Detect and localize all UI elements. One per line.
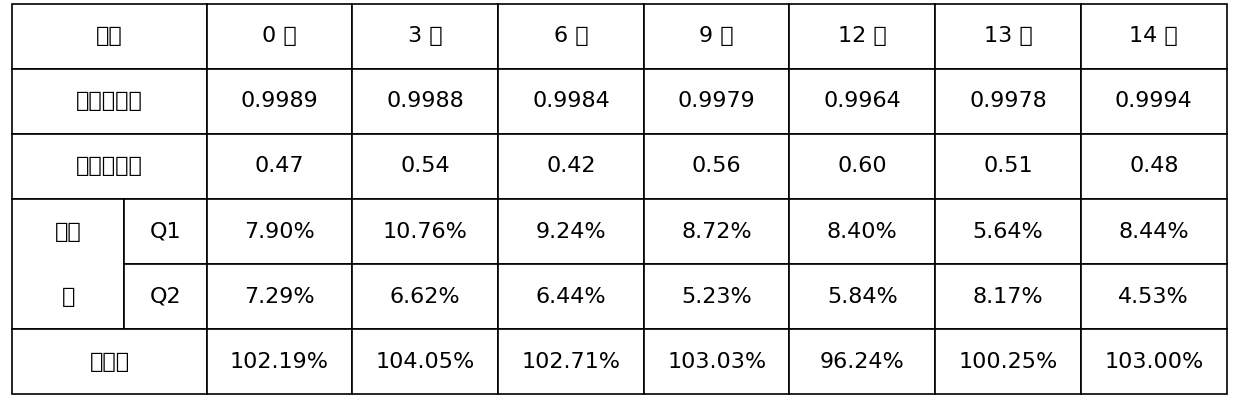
Text: 0.48: 0.48: [1129, 156, 1178, 176]
Text: 0.60: 0.60: [838, 156, 887, 176]
Text: 0.9978: 0.9978: [969, 92, 1047, 111]
Text: 0.42: 0.42: [546, 156, 596, 176]
Bar: [12, 69, 207, 134]
Bar: [935, 69, 1080, 134]
Bar: [789, 199, 935, 264]
Bar: [644, 134, 789, 199]
Text: 14 月: 14 月: [1130, 27, 1178, 47]
Text: 103.00%: 103.00%: [1104, 351, 1203, 371]
Bar: [498, 134, 644, 199]
Text: 5.23%: 5.23%: [681, 287, 752, 306]
Bar: [207, 199, 352, 264]
Text: 7.29%: 7.29%: [244, 287, 315, 306]
Bar: [207, 69, 352, 134]
Bar: [1080, 199, 1227, 264]
Bar: [644, 4, 789, 69]
Text: 准确度: 准确度: [89, 351, 130, 371]
Text: 104.05%: 104.05%: [375, 351, 475, 371]
Bar: [644, 329, 789, 394]
Text: Q1: Q1: [150, 222, 181, 242]
Text: 0.47: 0.47: [255, 156, 305, 176]
Bar: [644, 199, 789, 264]
Bar: [1080, 264, 1227, 329]
Bar: [498, 329, 644, 394]
Bar: [644, 69, 789, 134]
Text: 6 月: 6 月: [554, 27, 589, 47]
Bar: [12, 329, 207, 394]
Bar: [498, 264, 644, 329]
Text: 5.64%: 5.64%: [973, 222, 1043, 242]
Bar: [498, 199, 644, 264]
Text: 性: 性: [62, 287, 74, 306]
Text: 103.03%: 103.03%: [667, 351, 766, 371]
Bar: [644, 264, 789, 329]
Text: 0.9989: 0.9989: [240, 92, 318, 111]
Text: 6.44%: 6.44%: [535, 287, 606, 306]
Bar: [789, 329, 935, 394]
Text: 线性相关性: 线性相关性: [76, 92, 142, 111]
Text: 12 月: 12 月: [838, 27, 887, 47]
Text: 102.71%: 102.71%: [522, 351, 621, 371]
Text: 参数: 参数: [97, 27, 123, 47]
Bar: [1080, 4, 1227, 69]
Text: 6.62%: 6.62%: [390, 287, 461, 306]
Text: 9.24%: 9.24%: [535, 222, 606, 242]
Bar: [352, 69, 498, 134]
Text: Q2: Q2: [150, 287, 181, 306]
Text: 0 月: 0 月: [263, 27, 297, 47]
Bar: [352, 329, 498, 394]
Bar: [935, 4, 1080, 69]
Bar: [207, 4, 352, 69]
Text: 0.56: 0.56: [691, 156, 741, 176]
Bar: [12, 134, 207, 199]
Bar: [1080, 134, 1227, 199]
Bar: [352, 264, 498, 329]
Text: 0.51: 0.51: [984, 156, 1033, 176]
Text: 重复: 重复: [55, 222, 82, 242]
Text: 13 月: 13 月: [984, 27, 1032, 47]
Bar: [789, 264, 935, 329]
Bar: [935, 199, 1080, 264]
Text: 0.54: 0.54: [400, 156, 450, 176]
Text: 4.53%: 4.53%: [1119, 287, 1189, 306]
Bar: [498, 4, 644, 69]
Bar: [207, 329, 352, 394]
Text: 0.9994: 0.9994: [1115, 92, 1193, 111]
Bar: [935, 134, 1080, 199]
Bar: [124, 199, 207, 264]
Text: 5.84%: 5.84%: [826, 287, 898, 306]
Text: 3 月: 3 月: [408, 27, 442, 47]
Text: 102.19%: 102.19%: [230, 351, 330, 371]
Text: 8.17%: 8.17%: [973, 287, 1043, 306]
Bar: [12, 199, 124, 329]
Bar: [935, 329, 1080, 394]
Text: 最低检测限: 最低检测限: [76, 156, 142, 176]
Bar: [1080, 69, 1227, 134]
Bar: [352, 134, 498, 199]
Bar: [1080, 329, 1227, 394]
Text: 7.90%: 7.90%: [244, 222, 315, 242]
Text: 0.9984: 0.9984: [532, 92, 610, 111]
Bar: [352, 199, 498, 264]
Bar: [124, 264, 207, 329]
Bar: [207, 134, 352, 199]
Text: 9 月: 9 月: [699, 27, 733, 47]
Bar: [789, 69, 935, 134]
Bar: [498, 69, 644, 134]
Text: 8.40%: 8.40%: [826, 222, 898, 242]
Text: 8.44%: 8.44%: [1119, 222, 1189, 242]
Text: 0.9964: 0.9964: [824, 92, 901, 111]
Text: 100.25%: 100.25%: [959, 351, 1058, 371]
Text: 10.76%: 10.76%: [383, 222, 467, 242]
Bar: [789, 134, 935, 199]
Bar: [935, 264, 1080, 329]
Text: 8.72%: 8.72%: [681, 222, 752, 242]
Bar: [789, 4, 935, 69]
Text: 96.24%: 96.24%: [820, 351, 904, 371]
Text: 0.9988: 0.9988: [387, 92, 465, 111]
Bar: [12, 4, 207, 69]
Bar: [352, 4, 498, 69]
Text: 0.9979: 0.9979: [678, 92, 756, 111]
Bar: [207, 264, 352, 329]
